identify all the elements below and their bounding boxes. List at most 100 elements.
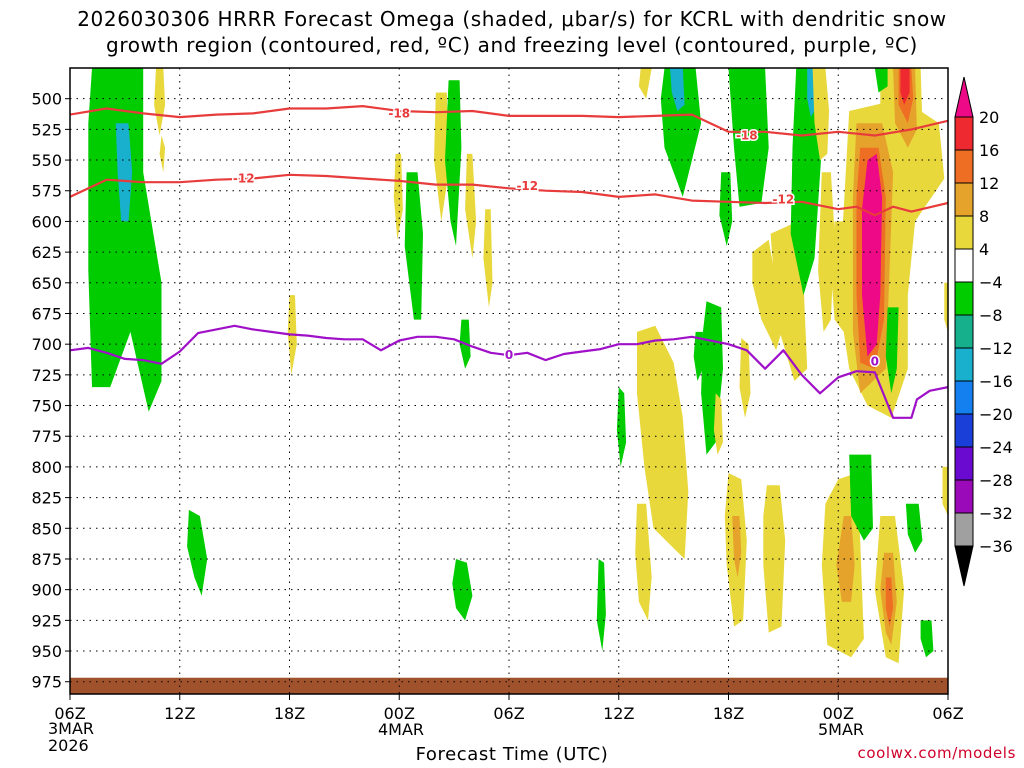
omega-region-1 (115, 123, 133, 222)
omega-region-25 (732, 516, 742, 578)
omega-region-53 (905, 503, 923, 553)
omega-region-17 (638, 68, 652, 99)
colorbar-bin (954, 446, 974, 481)
colorbar-bin (954, 380, 974, 415)
y-tick-label: 675 (31, 304, 62, 323)
colorbar-label: 4 (979, 240, 989, 259)
omega-region-30 (752, 239, 782, 351)
contour-label-dgz-minus18: -18 (736, 129, 758, 143)
omega-region-52 (885, 577, 894, 627)
y-tick-label: 550 (31, 151, 62, 170)
colorbar-bin (954, 479, 974, 514)
title-line-2: growth region (contoured, red, ºC) and f… (106, 33, 918, 57)
omega-region-45 (874, 68, 888, 93)
colorbar-bin (954, 116, 974, 151)
y-tick-label: 725 (31, 366, 62, 385)
omega-region-54 (920, 620, 934, 658)
colorbar-bin (954, 149, 974, 184)
y-tick-label: 625 (31, 243, 62, 262)
colorbar-bin (954, 182, 974, 217)
contour-label-dgz-minus12: -12 (773, 192, 795, 206)
omega-region-10 (465, 153, 477, 259)
x-tick-label: 12Z (164, 704, 195, 723)
x-tick-label: 06Z (54, 704, 85, 723)
contour-label-dgz-minus18: -18 (388, 106, 410, 120)
y-tick-label: 900 (31, 581, 62, 600)
colorbar-label: −24 (979, 438, 1013, 457)
omega-region-23 (713, 393, 723, 455)
omega-region-2 (154, 68, 166, 136)
colorbar-label: −16 (979, 372, 1013, 391)
colorbar-label: 16 (979, 141, 999, 160)
colorbar-label: 8 (979, 207, 989, 226)
x-tick-label: 12Z (603, 704, 634, 723)
y-tick-label: 525 (31, 120, 62, 139)
colorbar-label: −36 (979, 537, 1013, 556)
date-label-5mar: 5MAR (818, 720, 865, 739)
x-tick-label: 18Z (274, 704, 305, 723)
contour-label-dgz-minus12: -12 (233, 171, 255, 185)
contour-label-dgz-minus12: -12 (516, 179, 538, 193)
colorbar: 20 16 12 8 4 −4 −8 −12 −16 −20 −24 −28 −32 −36 (954, 76, 1013, 587)
colorbar-label: −4 (979, 273, 1003, 292)
omega-region-8 (434, 92, 449, 222)
omega-region-29 (763, 485, 786, 633)
y-tick-label: 975 (31, 673, 62, 692)
omega-region-0 (88, 68, 162, 412)
omega-region-27 (719, 172, 733, 246)
colorbar-label: −28 (979, 471, 1013, 490)
omega-region-44 (900, 68, 910, 105)
colorbar-bin (954, 347, 974, 382)
omega-region-14 (596, 559, 606, 651)
x-tick-label: 06Z (932, 704, 963, 723)
colorbar-label: 12 (979, 174, 999, 193)
colorbar-bin (954, 314, 974, 349)
omega-region-49 (849, 454, 873, 541)
y-tick-label: 875 (31, 550, 62, 569)
omega-region-35 (818, 172, 835, 332)
omega-region-34 (812, 68, 830, 161)
contour-label-freezing-level-0: 0 (505, 348, 513, 362)
omega-region-26 (728, 68, 769, 207)
y-tick-label: 925 (31, 611, 62, 630)
y-tick-label: 800 (31, 458, 62, 477)
omega-region-56 (944, 282, 948, 332)
y-tick-label: 600 (31, 212, 62, 231)
contour-label-freezing-level-0: 0 (871, 354, 879, 368)
omega-region-20 (670, 68, 685, 111)
date-label-3mar-day: 3MAR (48, 719, 95, 738)
omega-region-41 (862, 153, 883, 357)
y-tick-label: 825 (31, 489, 62, 508)
x-tick-label: 00Z (823, 704, 854, 723)
y-tick-label: 650 (31, 274, 62, 293)
x-tick-label: 18Z (713, 704, 744, 723)
omega-region-55 (942, 466, 948, 516)
credit-link[interactable]: coolwx.com/models (857, 744, 1016, 762)
y-tick-label: 700 (31, 335, 62, 354)
omega-region-28 (739, 338, 751, 418)
omega-region-9 (445, 80, 462, 246)
contour-dgz-minus12 (70, 173, 948, 217)
y-tick-label: 775 (31, 427, 62, 446)
date-label-4mar: 4MAR (378, 720, 425, 739)
omega-region-12 (483, 209, 493, 308)
colorbar-label: −12 (979, 339, 1013, 358)
omega-region-6 (393, 153, 403, 240)
colorbar-label: −32 (979, 504, 1013, 523)
colorbar-label: −20 (979, 405, 1013, 424)
colorbar-bottom-arrow (954, 545, 974, 587)
x-tick-label: 00Z (384, 704, 415, 723)
colorbar-bin (954, 215, 974, 250)
colorbar-bin (954, 413, 974, 448)
y-tick-label: 850 (31, 519, 62, 538)
title-line-1: 2026030306 HRRR Forecast Omega (shaded, … (77, 7, 947, 31)
chart-title: 2026030306 HRRR Forecast Omega (shaded, … (0, 6, 1024, 58)
omega-region-7 (404, 172, 423, 320)
omega-region-18 (635, 503, 652, 621)
y-tick-label: 500 (31, 90, 62, 109)
date-label-3mar: 3MAR 2026 (48, 720, 94, 754)
plot-area: -18 -18 -12 -12 -12 0 0 (70, 68, 948, 694)
omega-region-3 (159, 135, 166, 173)
omega-region-46 (885, 307, 899, 394)
